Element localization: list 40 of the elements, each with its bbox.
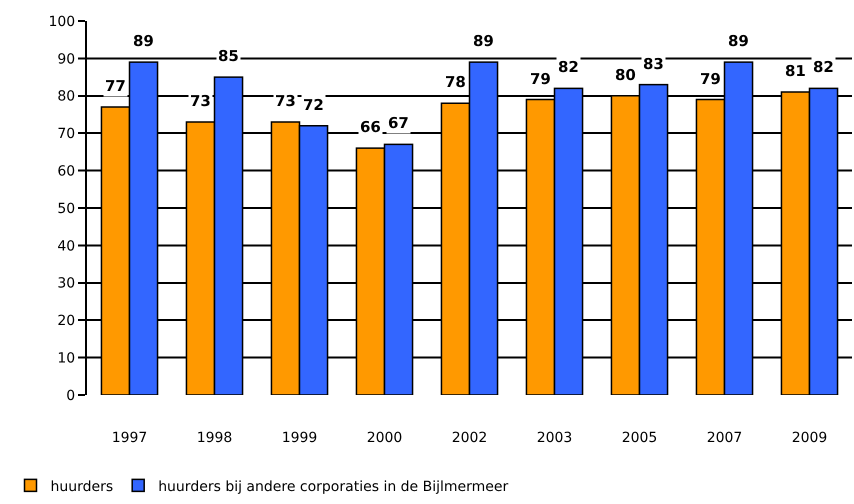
y-tick-label: 10	[57, 350, 76, 366]
data-label: 82	[813, 58, 834, 76]
x-tick-label: 2005	[622, 430, 658, 446]
x-tick-label: 2000	[366, 430, 402, 446]
data-label: 81	[785, 62, 806, 80]
x-tick-label: 2007	[706, 430, 742, 446]
y-tick-label: 20	[57, 313, 76, 330]
y-tick-label: 0	[66, 388, 76, 404]
legend-label: huurders bij andere corporaties in de Bijlmermeer	[158, 478, 508, 495]
data-label: 83	[643, 55, 664, 73]
data-label: 85	[218, 47, 239, 65]
data-label: 73	[275, 92, 296, 110]
data-label: 82	[558, 58, 579, 76]
y-tick-label: 100	[48, 14, 76, 30]
data-label: 79	[530, 70, 551, 88]
legend-label: huurders	[50, 478, 114, 495]
y-tick-label: 90	[57, 51, 76, 68]
data-label: 67	[388, 114, 409, 132]
data-label: 89	[728, 32, 749, 50]
data-label: 89	[133, 32, 154, 50]
x-tick-label: 1998	[196, 430, 232, 446]
data-label: 66	[360, 118, 381, 136]
data-label: 72	[303, 96, 324, 114]
x-tick-label: 2002	[452, 430, 488, 446]
y-tick-label: 30	[57, 276, 76, 292]
y-tick-label: 60	[57, 164, 76, 180]
x-tick-label: 2009	[792, 430, 828, 446]
data-label: 73	[190, 92, 211, 110]
y-tick-label: 50	[57, 200, 76, 217]
data-label: 89	[473, 32, 494, 50]
y-tick-label: 80	[57, 88, 76, 105]
x-tick-label: 1997	[112, 430, 148, 446]
x-tick-label: 1999	[282, 430, 318, 446]
data-label: 77	[105, 77, 126, 95]
data-label: 79	[700, 70, 721, 88]
data-label: 78	[445, 73, 466, 91]
data-label: 80	[615, 66, 636, 84]
x-tick-label: 2003	[536, 430, 572, 446]
y-tick-label: 40	[57, 238, 76, 254]
y-tick-label: 70	[57, 126, 76, 142]
